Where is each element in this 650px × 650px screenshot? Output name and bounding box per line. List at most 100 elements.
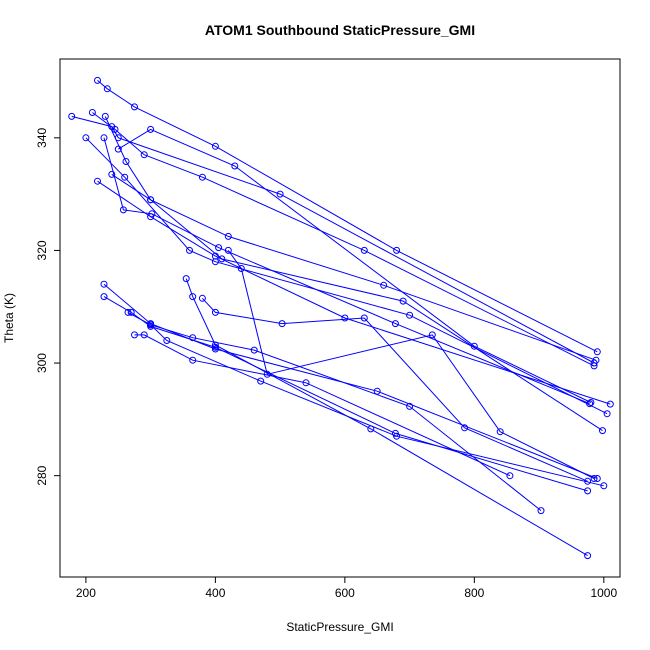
data-point	[119, 206, 127, 214]
data-point	[231, 162, 239, 170]
data-point	[101, 112, 109, 120]
data-point	[224, 232, 232, 240]
y-axis-label: Theta (K)	[2, 293, 16, 343]
x-tick-label: 800	[464, 586, 484, 600]
series-line	[118, 128, 592, 403]
data-point	[496, 428, 504, 436]
series-group	[100, 293, 592, 495]
series-line	[227, 250, 595, 479]
data-point	[599, 427, 606, 435]
x-tick-label: 400	[205, 586, 225, 600]
data-point	[600, 482, 608, 490]
data-point	[124, 308, 132, 316]
data-point	[393, 432, 401, 440]
data-point	[68, 112, 76, 120]
y-axis: 280 300 320 340	[35, 127, 60, 486]
series-group	[147, 321, 545, 515]
series-line	[150, 324, 542, 511]
series-group	[108, 170, 606, 435]
y-tick-label: 340	[35, 127, 49, 147]
data-point	[121, 173, 129, 181]
data-point	[211, 258, 219, 266]
data-point	[215, 244, 223, 252]
data-point	[341, 314, 349, 322]
x-tick-label: 1000	[590, 586, 617, 600]
y-tick-label: 280	[35, 465, 49, 485]
data-point	[406, 402, 414, 410]
data-point	[140, 331, 148, 339]
series-line	[104, 116, 597, 361]
x-tick-label: 200	[76, 586, 96, 600]
data-point	[198, 294, 206, 302]
data-point	[590, 475, 598, 482]
data-point	[428, 331, 436, 339]
data-point	[100, 293, 108, 301]
series-line	[85, 137, 608, 415]
data-point	[506, 472, 514, 480]
data-point	[367, 425, 375, 433]
data-point	[360, 246, 368, 254]
data-point	[603, 410, 611, 418]
series-line	[202, 297, 588, 482]
data-point	[111, 125, 119, 133]
data-point	[94, 76, 101, 84]
data-point	[584, 487, 592, 495]
series-group	[114, 125, 595, 406]
data-point	[250, 346, 258, 354]
data-point	[108, 170, 116, 178]
data-point	[276, 190, 284, 198]
data-point	[302, 379, 310, 387]
series-line	[185, 278, 588, 557]
data-point	[592, 356, 600, 364]
series-group	[82, 134, 611, 418]
y-tick-label: 320	[35, 240, 49, 260]
series-line	[97, 80, 598, 353]
data-point	[399, 297, 407, 305]
plot-area	[68, 76, 614, 560]
y-tick-label: 300	[35, 353, 49, 373]
data-point	[360, 314, 368, 322]
data-point	[593, 348, 601, 356]
series-line	[127, 311, 604, 487]
data-point	[100, 280, 108, 288]
data-point	[131, 103, 138, 111]
data-point	[211, 142, 219, 150]
series-line	[103, 137, 590, 405]
data-point	[88, 109, 96, 116]
x-axis-label: StaticPressure_GMI	[286, 620, 393, 634]
data-point	[237, 265, 245, 272]
data-point	[103, 85, 111, 93]
data-point	[461, 424, 469, 432]
x-tick-label: 600	[335, 586, 355, 600]
data-point	[257, 377, 265, 385]
series-group	[94, 177, 614, 408]
series-group	[198, 294, 592, 485]
series-group	[100, 134, 594, 408]
data-point	[406, 311, 414, 319]
data-point	[147, 213, 155, 221]
data-point	[380, 281, 388, 289]
data-point	[189, 293, 197, 301]
data-point	[82, 134, 90, 142]
data-point	[263, 370, 271, 378]
data-point	[147, 196, 155, 204]
series-group	[94, 76, 601, 356]
data-point	[189, 356, 197, 364]
data-point	[606, 400, 614, 408]
data-point	[278, 320, 286, 328]
data-point	[147, 321, 155, 329]
data-point	[391, 320, 399, 328]
data-point	[182, 275, 190, 283]
data-point	[94, 177, 101, 185]
data-point	[470, 342, 478, 350]
data-point	[584, 552, 592, 560]
data-point	[587, 399, 595, 406]
data-point	[393, 246, 401, 254]
data-point	[211, 308, 219, 316]
data-point	[211, 341, 219, 349]
series-group	[224, 246, 598, 482]
data-point	[584, 477, 592, 485]
data-point	[198, 173, 206, 181]
